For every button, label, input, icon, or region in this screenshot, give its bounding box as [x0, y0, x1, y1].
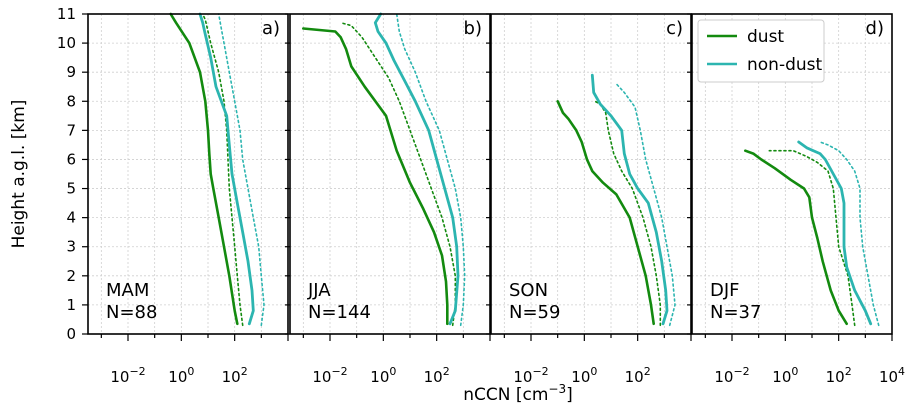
series-non-dust [373, 12, 460, 326]
series-dust [169, 12, 239, 326]
x-tick-label-base: 10 [424, 368, 443, 386]
x-tick-label-exponent: 4 [898, 365, 905, 378]
x-tick-label-exponent: 0 [187, 365, 194, 378]
x-tick-label-base: 10 [110, 368, 129, 386]
x-tick-label: 10−2 [110, 365, 145, 386]
x-tick-label-base: 10 [222, 368, 241, 386]
legend-label-non-dust: non-dust [747, 55, 823, 75]
x-tick-label: 100 [571, 365, 597, 386]
series-dust-dotted [768, 149, 856, 327]
x-axis-label-exponent: −3 [548, 382, 566, 396]
x-tick-label-base: 10 [312, 368, 331, 386]
y-tick-label: 3 [66, 238, 76, 256]
x-tick-label-base: 10 [571, 368, 590, 386]
x-tick-label-exponent: 2 [644, 365, 651, 378]
x-axis-label: nCCN [cm−3] [463, 382, 573, 405]
series-non-dust-dotted [819, 141, 880, 327]
x-tick-label-exponent: −2 [532, 365, 548, 378]
axes-layer [82, 13, 893, 341]
y-tick-label: 10 [57, 34, 76, 52]
x-tick-label-base: 10 [714, 368, 733, 386]
y-tick-label: 0 [66, 325, 76, 343]
series-non-dust-dotted [217, 13, 265, 327]
season-label: DJF [710, 280, 740, 301]
x-tick-label-exponent: 0 [791, 365, 798, 378]
panel-frame [691, 13, 893, 335]
y-tick-label: 9 [66, 63, 76, 81]
panel-letter: a) [262, 18, 280, 39]
x-tick-label: 102 [826, 365, 852, 386]
x-tick-label: 102 [625, 365, 651, 386]
y-tick-label: 4 [66, 209, 76, 227]
series-non-dust-dotted [395, 13, 466, 327]
x-tick-label-base: 10 [370, 368, 389, 386]
x-tick-label-exponent: 0 [389, 365, 396, 378]
sample-count-label: N=144 [308, 302, 371, 323]
x-tick-label-exponent: 2 [845, 365, 852, 378]
x-tick-label-base: 10 [168, 368, 187, 386]
x-tick-label: 102 [424, 365, 450, 386]
sample-count-label: N=88 [106, 302, 157, 323]
x-axis-label-tail: ] [566, 385, 573, 405]
x-tick-label-exponent: 2 [241, 365, 248, 378]
x-tick-label-exponent: −2 [129, 365, 145, 378]
panel-letter: d) [866, 18, 884, 39]
x-tick-label-exponent: −2 [733, 365, 749, 378]
series-dust [556, 100, 655, 326]
season-label: JJA [307, 280, 331, 301]
series-layer [169, 12, 880, 327]
series-dust [302, 27, 449, 326]
season-label: MAM [106, 280, 149, 301]
y-tick-label: 5 [66, 180, 76, 198]
x-tick-label-base: 10 [625, 368, 644, 386]
x-tick-label-exponent: −2 [331, 365, 347, 378]
x-tick-label-base: 10 [772, 368, 791, 386]
series-dust-dotted [594, 100, 662, 327]
x-tick-label: 10−2 [312, 365, 347, 386]
x-tick-label: 102 [222, 365, 248, 386]
x-tick-label-base: 10 [513, 368, 532, 386]
y-tick-label: 2 [66, 267, 76, 285]
season-label: SON [509, 280, 548, 301]
panel-frame [289, 13, 491, 335]
x-tick-label: 104 [879, 365, 905, 386]
x-tick-label-exponent: 0 [590, 365, 597, 378]
legend-label-dust: dust [747, 27, 784, 47]
y-tick-label: 8 [66, 92, 76, 110]
series-non-dust [797, 140, 873, 326]
sample-count-label: N=37 [710, 302, 761, 323]
y-tick-label: 1 [66, 296, 76, 314]
panel-letter: c) [666, 18, 683, 39]
series-non-dust [590, 73, 669, 326]
legend: dust non-dust [697, 19, 825, 83]
series-dust [744, 149, 848, 326]
y-axis-label: Height a.g.l. [km] [9, 100, 29, 249]
y-tick-label: 7 [66, 121, 76, 139]
x-tick-label: 100 [370, 365, 396, 386]
x-tick-label: 10−2 [714, 365, 749, 386]
x-tick-label: 100 [772, 365, 798, 386]
series-dust-dotted [201, 13, 244, 327]
series-dust-dotted [339, 21, 457, 327]
y-tick-label: 11 [57, 5, 76, 23]
x-tick-label: 100 [168, 365, 194, 386]
y-tick-label: 6 [66, 150, 76, 168]
x-axis-label-main: nCCN [cm [463, 385, 548, 405]
series-non-dust [198, 12, 255, 326]
x-tick-label-base: 10 [879, 368, 898, 386]
x-tick-label-base: 10 [826, 368, 845, 386]
panel-letter: b) [464, 18, 482, 39]
x-tick-label-exponent: 2 [443, 365, 450, 378]
panel-frame [490, 13, 692, 335]
series-non-dust-dotted [615, 83, 676, 327]
sample-count-label: N=59 [509, 302, 560, 323]
x-tick-label: 10−2 [513, 365, 548, 386]
panel-frame [87, 13, 289, 335]
